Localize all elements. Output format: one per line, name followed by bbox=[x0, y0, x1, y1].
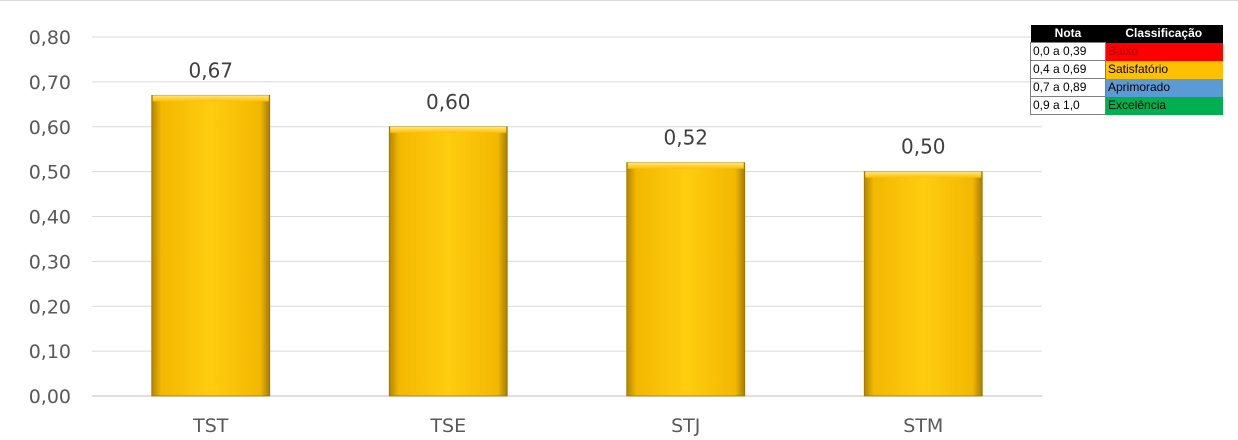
bar bbox=[626, 162, 746, 397]
y-tick-label: 0,10 bbox=[29, 341, 71, 363]
bars: 0,67 0,60 0,52 0,50 bbox=[151, 58, 983, 397]
y-tick-label: 0,20 bbox=[29, 296, 71, 318]
bar-highlight bbox=[152, 95, 269, 102]
bar bbox=[151, 94, 271, 397]
x-axis-ticks: TST TSE STJ STM bbox=[192, 415, 943, 437]
y-tick-label: 0,40 bbox=[29, 207, 71, 229]
legend-header-classificacao: Classificação bbox=[1105, 25, 1223, 43]
bar bbox=[388, 126, 508, 397]
classification-legend: Nota Classificação 0,0 a 0,39 Baixo 0,4 a … bbox=[1030, 25, 1223, 115]
legend-range: 0,4 a 0,69 bbox=[1030, 60, 1106, 79]
legend-classification: Aprimorado bbox=[1105, 78, 1223, 97]
bar-highlight bbox=[865, 171, 982, 178]
data-label: 0,67 bbox=[188, 58, 233, 82]
legend-classification: Excelência bbox=[1105, 96, 1223, 115]
legend-row: 0,4 a 0,69 Satisfatório bbox=[1030, 60, 1223, 79]
y-tick-label: 0,60 bbox=[29, 117, 71, 139]
y-tick-label: 0,00 bbox=[29, 386, 71, 408]
legend-classification: Baixo bbox=[1105, 42, 1223, 61]
y-axis-ticks: 0,00 0,10 0,20 0,30 0,40 0,50 0,60 0,70 0,80 bbox=[29, 27, 71, 408]
legend-row: 0,7 a 0,89 Aprimorado bbox=[1030, 78, 1223, 97]
y-tick-label: 0,50 bbox=[29, 162, 71, 184]
legend-range: 0,0 a 0,39 bbox=[1030, 42, 1106, 61]
x-category-label: TST bbox=[192, 415, 229, 437]
bar-highlight bbox=[390, 126, 507, 133]
data-label: 0,52 bbox=[663, 126, 708, 150]
bar bbox=[863, 171, 983, 397]
legend-header-row: Nota Classificação bbox=[1030, 25, 1223, 43]
data-label: 0,50 bbox=[901, 135, 946, 159]
bar-highlight bbox=[627, 162, 744, 169]
y-tick-label: 0,30 bbox=[29, 251, 71, 273]
legend-range: 0,7 a 0,89 bbox=[1030, 78, 1106, 97]
legend-row: 0,9 a 1,0 Excelência bbox=[1030, 96, 1223, 115]
legend-classification: Satisfatório bbox=[1105, 60, 1223, 79]
legend-row: 0,0 a 0,39 Baixo bbox=[1030, 42, 1223, 61]
x-category-label: STJ bbox=[671, 415, 700, 437]
x-category-label: TSE bbox=[429, 415, 466, 437]
data-label: 0,60 bbox=[426, 90, 471, 114]
x-category-label: STM bbox=[903, 415, 943, 437]
y-tick-label: 0,80 bbox=[29, 27, 71, 49]
legend-range: 0,9 a 1,0 bbox=[1030, 96, 1106, 115]
y-tick-label: 0,70 bbox=[29, 72, 71, 94]
legend-header-nota: Nota bbox=[1030, 25, 1106, 43]
